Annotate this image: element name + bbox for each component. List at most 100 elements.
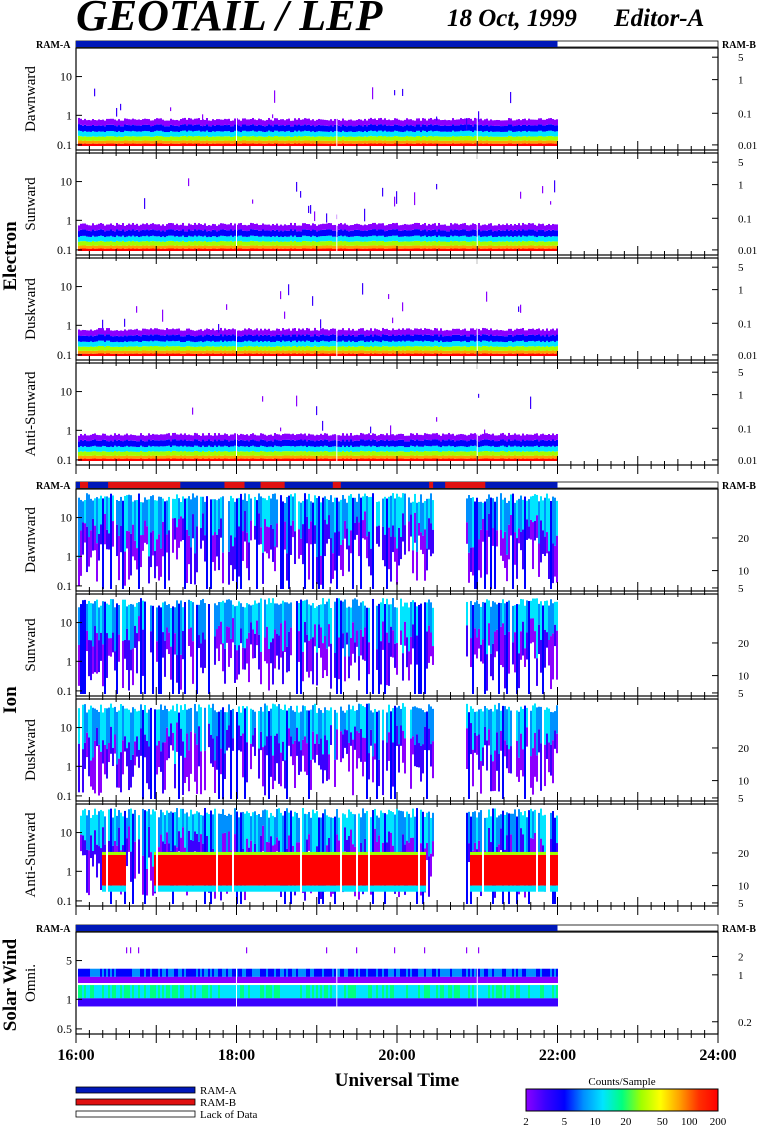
spectrogram-cell xyxy=(424,340,426,346)
spectrogram-cell xyxy=(154,440,156,447)
spectrogram-cell xyxy=(468,140,470,144)
spectrogram-cell xyxy=(138,350,140,354)
spectrogram-cell xyxy=(148,241,150,246)
spectrogram-cell xyxy=(238,341,240,347)
spectrogram-cell xyxy=(372,350,374,354)
spectrogram-cell xyxy=(184,225,186,232)
spectrogram-cell xyxy=(268,140,270,144)
spectrogram-cell xyxy=(166,120,168,127)
spectrogram-cell xyxy=(150,131,152,137)
spectrogram-cell xyxy=(394,245,396,249)
spectrogram-cell xyxy=(502,143,504,146)
spectrogram-cell xyxy=(112,435,114,442)
spectrogram-cell xyxy=(302,334,304,341)
spectrogram-cell xyxy=(396,346,398,351)
spectrogram-cell xyxy=(544,140,546,144)
spectrogram-cell xyxy=(138,447,140,452)
spectrogram-cell xyxy=(98,458,100,461)
spectrogram-cell xyxy=(444,224,446,231)
spectrogram-cell xyxy=(310,330,312,337)
spectrogram-cell xyxy=(406,353,408,356)
spectrogram-cell xyxy=(84,140,86,144)
spectrogram-cell xyxy=(190,350,192,354)
spectrogram-cell xyxy=(416,328,418,335)
spectrogram-cell xyxy=(290,143,292,146)
spectrogram-cell xyxy=(134,446,136,452)
electron-ram-bar: RAM-A RAM-B xyxy=(36,40,756,51)
spectrogram-cell xyxy=(206,346,208,351)
spectrogram-cell xyxy=(480,124,482,131)
spectrogram-cell xyxy=(532,229,534,236)
spectrogram-cell xyxy=(172,340,174,347)
spectrogram-cell xyxy=(542,125,544,132)
spectrogram-cell xyxy=(308,353,310,356)
spectrogram-cell xyxy=(422,124,424,131)
spectrogram-cell xyxy=(158,245,160,249)
spectrogram-cell xyxy=(496,346,498,351)
spectrogram-cell xyxy=(484,245,486,249)
spectrogram-cell xyxy=(206,124,208,131)
spectrogram-cell xyxy=(498,120,500,126)
spectrogram-cell xyxy=(344,229,346,236)
spectrogram-cell xyxy=(84,433,86,440)
spectrogram-cell xyxy=(454,245,456,249)
panel-label-dawnward: Dawnward xyxy=(23,66,39,132)
spectrogram-cell xyxy=(90,440,92,447)
spectrogram-cell xyxy=(422,341,424,347)
spectrogram-cell xyxy=(412,335,414,342)
spectrogram-cell xyxy=(458,143,460,146)
spectrogram-cell xyxy=(340,341,342,347)
spectrogram-cell xyxy=(378,241,380,246)
spectrogram-cell xyxy=(436,237,438,242)
spectrogram-cell xyxy=(382,235,384,241)
spectrogram-cell xyxy=(536,136,538,141)
spectrogram-cell xyxy=(438,346,440,351)
spectrogram-cell xyxy=(524,124,526,131)
spectrogram-cell xyxy=(372,248,374,251)
spectrogram-cell xyxy=(360,334,362,341)
spectrogram-cell xyxy=(400,131,402,137)
spectrogram-cell xyxy=(108,447,110,452)
spectrogram-cell xyxy=(82,435,84,441)
spectrogram-cell xyxy=(466,130,468,137)
spectrogram-cell xyxy=(110,245,112,249)
spectrogram-cell xyxy=(482,230,484,237)
spectrogram-cell xyxy=(542,245,544,249)
spectrogram-cell xyxy=(122,446,124,452)
spectrogram-cell xyxy=(348,140,350,144)
spectrogram-cell xyxy=(126,346,128,351)
spectrogram-cell xyxy=(378,329,380,336)
spectrogram-cell xyxy=(430,241,432,246)
spectrogram-cell xyxy=(134,236,136,242)
spectrogram-cell xyxy=(298,334,300,341)
spectrogram-cell xyxy=(260,245,262,249)
spectrogram-cell xyxy=(420,143,422,146)
spectrogram-cell xyxy=(480,245,482,249)
spectrogram-cell xyxy=(490,125,492,132)
spectrogram-cell xyxy=(500,350,502,354)
spectrogram-cell xyxy=(320,125,322,132)
spectrogram-cell xyxy=(512,245,514,249)
spectrogram-cell xyxy=(324,248,326,251)
spectrogram-cell xyxy=(222,229,224,236)
spectrogram-cell xyxy=(294,130,296,137)
spectrogram-cell xyxy=(488,136,490,141)
spectrogram-cell xyxy=(422,248,424,251)
spectrogram-cell xyxy=(216,140,218,144)
spectrogram-cell xyxy=(436,136,438,141)
spectrogram-cell xyxy=(132,451,134,456)
spectrogram-cell xyxy=(144,328,146,335)
spectrogram-cell xyxy=(488,248,490,251)
spectrogram-cell xyxy=(484,136,486,141)
spectrogram-cell xyxy=(112,350,114,354)
spectrogram-cell xyxy=(144,350,146,354)
spectrogram-cell xyxy=(538,245,540,249)
spectrogram-cell xyxy=(546,241,548,246)
spectrogram-cell xyxy=(448,131,450,137)
spectrogram-cell xyxy=(124,241,126,246)
spectrogram-cell xyxy=(114,140,116,144)
spectrogram-cell xyxy=(552,340,554,347)
spectrogram-cell xyxy=(492,350,494,354)
spectrogram-cell xyxy=(174,346,176,351)
